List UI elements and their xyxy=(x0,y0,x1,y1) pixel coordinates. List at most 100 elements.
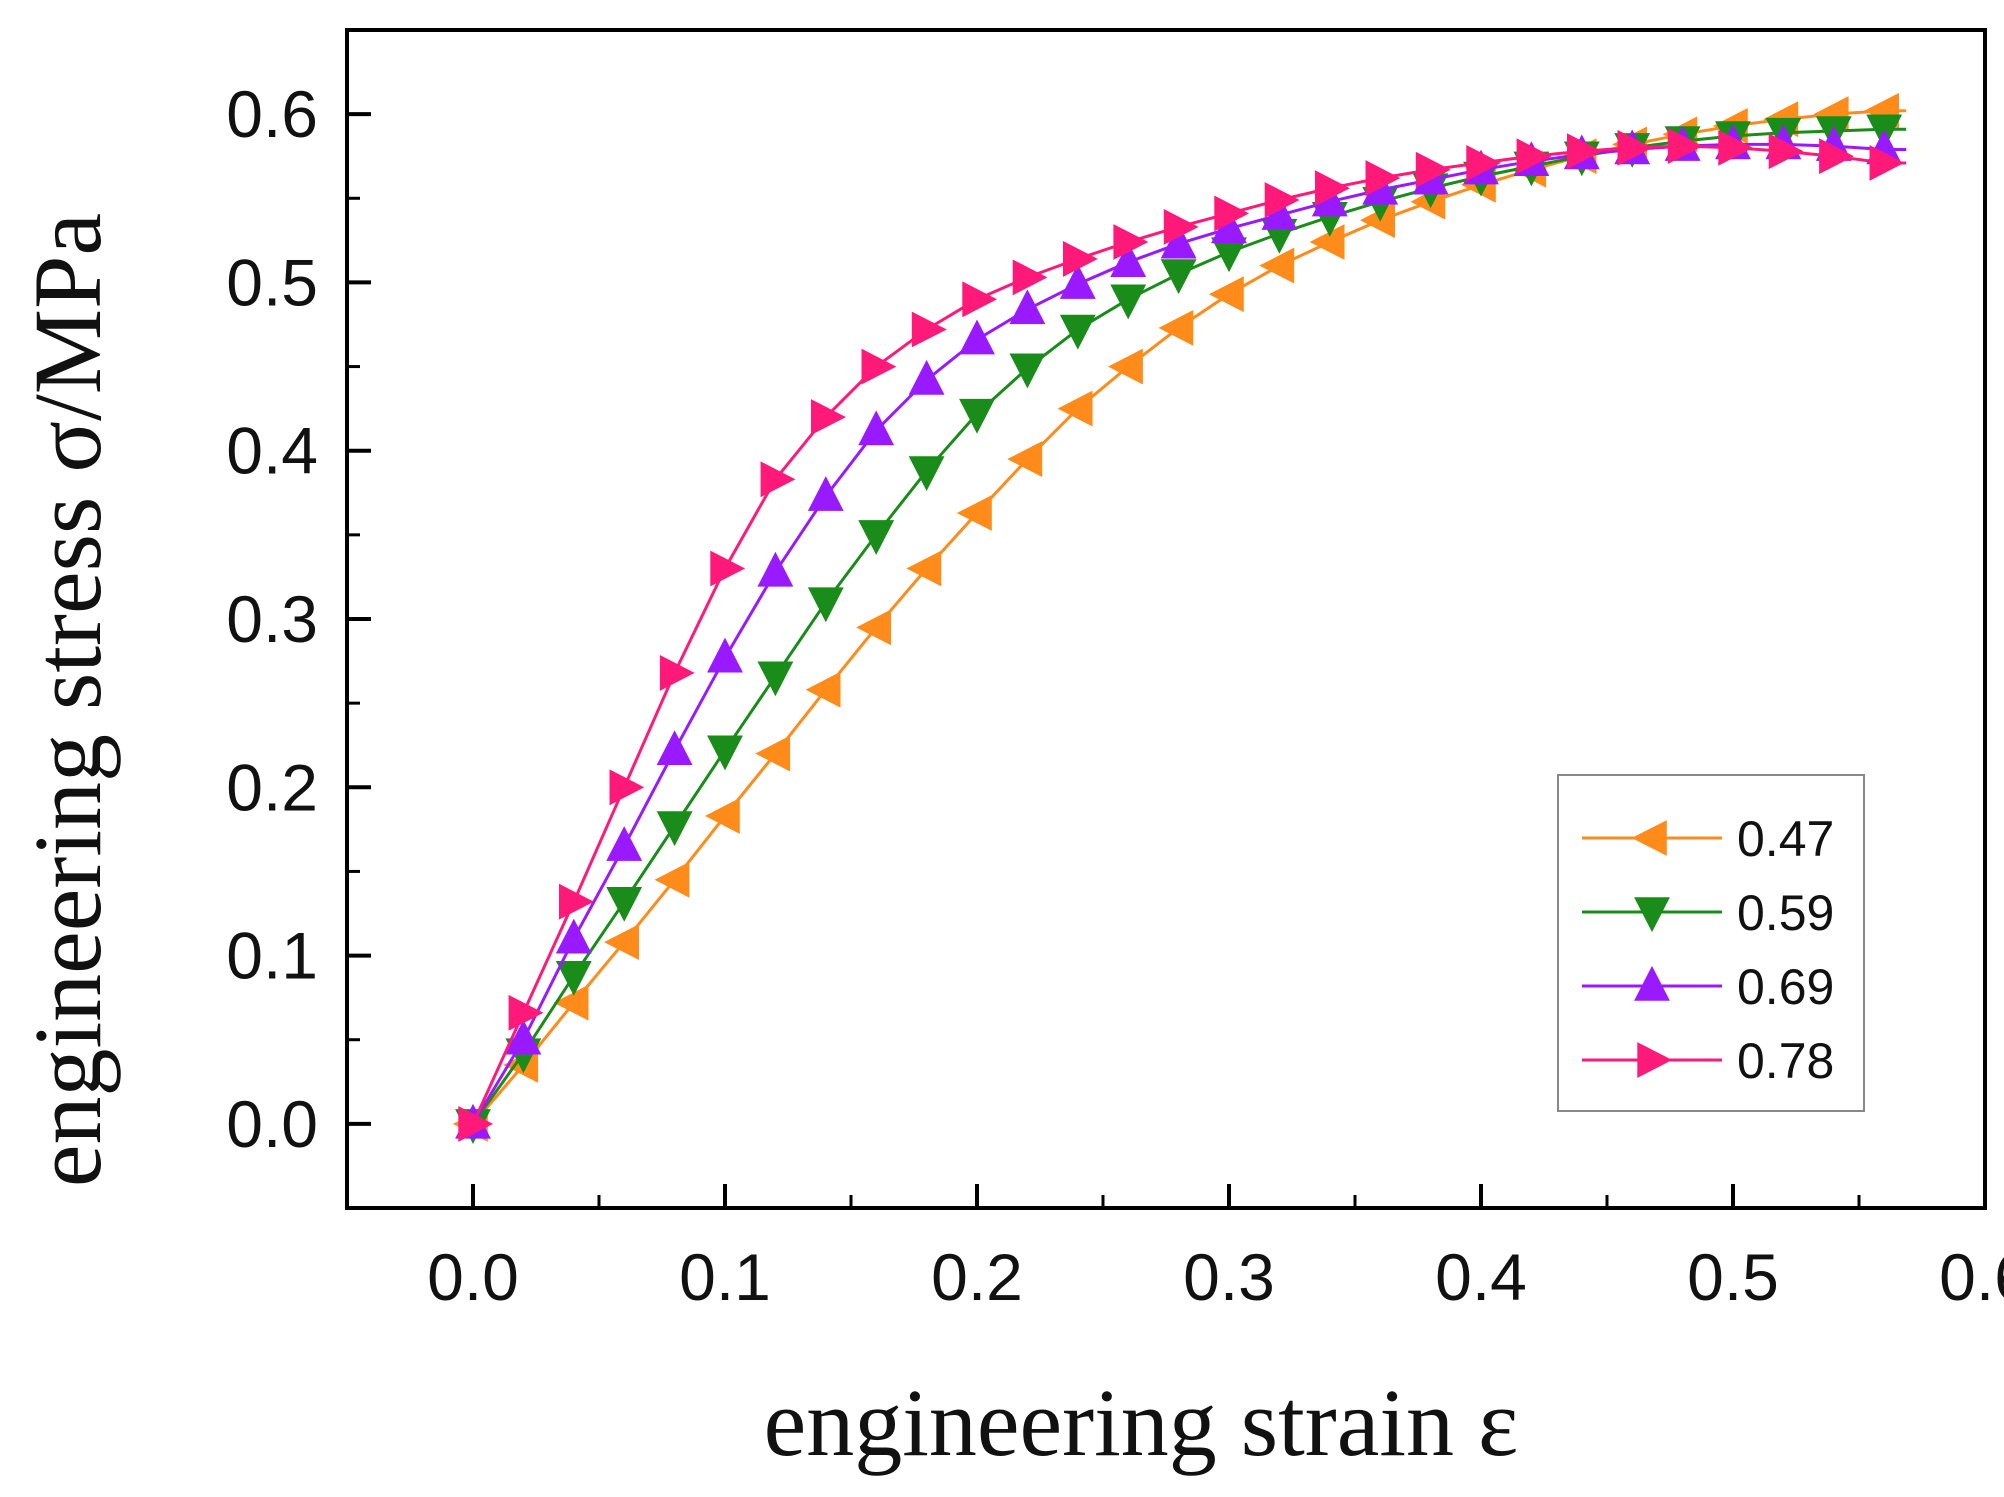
data-point xyxy=(458,1105,494,1142)
data-point xyxy=(604,924,639,961)
data-point xyxy=(707,637,743,673)
data-point xyxy=(861,348,897,385)
data-point xyxy=(908,456,945,491)
data-point xyxy=(1415,151,1451,188)
data-point xyxy=(710,550,746,587)
data-point xyxy=(606,887,643,922)
data-point xyxy=(559,883,594,920)
data-point xyxy=(1869,144,1905,181)
data-point xyxy=(811,399,846,436)
data-point xyxy=(508,994,544,1031)
data-point xyxy=(911,311,947,348)
series-0-78 xyxy=(458,128,1907,1142)
data-point xyxy=(1012,259,1048,296)
legend-entry: 0.69 xyxy=(1582,959,1834,1015)
data-point xyxy=(1059,264,1096,299)
x-tick-labels: 0.0 0.1 0.2 0.3 0.4 0.5 0.6 xyxy=(427,1240,2004,1314)
data-point xyxy=(1063,240,1098,277)
x-tick-label: 0.1 xyxy=(679,1240,771,1314)
data-point xyxy=(906,550,942,587)
y-tick-label: 0.4 xyxy=(226,414,318,488)
y-axis-title: engineering stress σ/MPa xyxy=(14,213,121,1187)
legend-label: 0.69 xyxy=(1737,959,1834,1015)
data-point xyxy=(555,961,592,996)
data-point xyxy=(1007,441,1043,478)
legend-entry: 0.59 xyxy=(1582,885,1834,941)
data-point xyxy=(1264,182,1300,218)
data-point xyxy=(805,671,841,708)
legend-label: 0.59 xyxy=(1737,885,1834,941)
legend-marker xyxy=(1634,965,1670,1001)
legend-box xyxy=(1557,774,1865,1112)
data-point xyxy=(856,609,891,646)
data-point xyxy=(1516,138,1552,175)
y-tick-label: 0.6 xyxy=(226,77,318,151)
data-point xyxy=(1768,133,1804,170)
x-tick-label: 0.4 xyxy=(1435,1240,1527,1314)
data-point xyxy=(704,797,740,834)
legend-marker xyxy=(1637,1042,1673,1078)
legend-marker xyxy=(1634,897,1670,933)
data-point xyxy=(755,735,791,772)
data-point xyxy=(1466,144,1502,181)
data-point xyxy=(1158,309,1194,346)
data-point xyxy=(1163,208,1199,245)
data-point xyxy=(757,551,794,587)
data-point xyxy=(1617,129,1653,166)
y-tick-label: 0.5 xyxy=(226,245,318,319)
y-tick-label: 0.2 xyxy=(226,750,318,824)
legend-label: 0.78 xyxy=(1737,1033,1834,1089)
data-point xyxy=(807,476,844,511)
legend: 0.47 0.59 0.69 0.78 xyxy=(1557,774,1865,1112)
data-point xyxy=(505,1019,542,1055)
data-point xyxy=(1819,138,1854,175)
legend-label: 0.47 xyxy=(1737,811,1834,867)
data-point xyxy=(659,654,695,691)
x-tick-label: 0.6 xyxy=(1939,1240,2004,1314)
data-point xyxy=(1108,348,1143,385)
data-point xyxy=(1057,390,1093,427)
x-axis-title: engineering strain ε xyxy=(764,1369,1519,1476)
data-point xyxy=(1059,314,1096,350)
data-point xyxy=(962,281,998,318)
x-tick-label: 0.5 xyxy=(1687,1240,1779,1314)
data-point xyxy=(656,811,693,847)
data-point xyxy=(707,735,743,771)
data-point xyxy=(1667,128,1703,165)
data-point xyxy=(959,319,995,355)
series-layer xyxy=(452,92,1907,1144)
x-tick-label: 0.3 xyxy=(1183,1240,1275,1314)
legend-entry: 0.47 xyxy=(1582,811,1834,867)
data-point xyxy=(656,730,693,765)
data-point xyxy=(1110,284,1147,320)
data-point xyxy=(956,495,992,531)
data-point xyxy=(757,661,794,697)
data-point xyxy=(1718,129,1754,166)
data-point xyxy=(553,984,589,1021)
data-point xyxy=(760,461,796,498)
data-point xyxy=(609,769,645,806)
axis-ticks xyxy=(347,112,1987,1208)
y-tick-labels: 0.0 0.1 0.2 0.3 0.4 0.5 0.6 xyxy=(226,77,318,1161)
data-point xyxy=(1208,276,1244,313)
data-point xyxy=(555,918,592,954)
data-point xyxy=(1009,289,1046,325)
data-point xyxy=(959,398,995,434)
data-point xyxy=(1315,170,1350,207)
x-tick-label: 0.0 xyxy=(427,1240,519,1314)
data-point xyxy=(1567,133,1602,170)
data-point xyxy=(858,410,895,446)
data-point xyxy=(1259,247,1295,284)
data-point xyxy=(1309,224,1345,260)
data-point xyxy=(1365,160,1401,197)
y-tick-label: 0.0 xyxy=(226,1087,318,1161)
y-tick-label: 0.3 xyxy=(226,582,318,656)
data-point xyxy=(1110,242,1147,277)
data-point xyxy=(1160,259,1197,295)
y-tick-label: 0.1 xyxy=(226,919,318,993)
data-point xyxy=(908,359,945,395)
legend-entry: 0.78 xyxy=(1582,1033,1834,1089)
data-point xyxy=(1113,224,1149,260)
data-point xyxy=(858,520,895,555)
